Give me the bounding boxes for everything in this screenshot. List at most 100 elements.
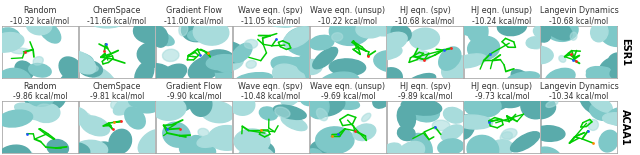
Ellipse shape: [49, 107, 61, 116]
Ellipse shape: [244, 40, 258, 49]
Ellipse shape: [326, 41, 369, 73]
Text: ChemSpace: ChemSpace: [93, 7, 141, 16]
Ellipse shape: [232, 43, 252, 62]
Ellipse shape: [590, 103, 612, 120]
Text: HJ eqn. (spv): HJ eqn. (spv): [399, 7, 451, 16]
Text: -9.73 kcal/mol: -9.73 kcal/mol: [475, 92, 529, 101]
Ellipse shape: [362, 113, 371, 122]
Ellipse shape: [366, 17, 403, 36]
Ellipse shape: [570, 32, 577, 40]
Ellipse shape: [81, 116, 109, 136]
Ellipse shape: [158, 114, 209, 144]
Ellipse shape: [206, 55, 239, 70]
Ellipse shape: [586, 69, 621, 87]
Ellipse shape: [271, 56, 307, 76]
Ellipse shape: [60, 107, 88, 125]
Ellipse shape: [397, 105, 415, 130]
Ellipse shape: [381, 143, 401, 155]
Text: Wave eqn. (spv): Wave eqn. (spv): [239, 82, 303, 91]
Ellipse shape: [238, 146, 275, 155]
Ellipse shape: [0, 28, 20, 45]
Ellipse shape: [36, 104, 54, 115]
Ellipse shape: [410, 103, 440, 122]
Ellipse shape: [36, 128, 58, 143]
Ellipse shape: [406, 44, 424, 60]
Ellipse shape: [418, 112, 431, 122]
Ellipse shape: [533, 126, 565, 141]
Ellipse shape: [90, 66, 99, 72]
Ellipse shape: [417, 119, 435, 132]
Ellipse shape: [273, 30, 293, 43]
Text: -11.00 kcal/mol: -11.00 kcal/mol: [164, 17, 223, 26]
Ellipse shape: [502, 128, 517, 139]
Ellipse shape: [374, 51, 408, 72]
Ellipse shape: [79, 113, 91, 125]
Ellipse shape: [454, 115, 475, 139]
Ellipse shape: [559, 55, 566, 62]
Ellipse shape: [188, 30, 204, 41]
Ellipse shape: [607, 108, 634, 125]
Ellipse shape: [188, 56, 222, 81]
Ellipse shape: [197, 135, 222, 147]
Ellipse shape: [151, 26, 168, 47]
Ellipse shape: [442, 56, 476, 82]
Ellipse shape: [12, 48, 29, 54]
Ellipse shape: [137, 42, 173, 67]
Ellipse shape: [317, 118, 365, 152]
Text: -9.81 kcal/mol: -9.81 kcal/mol: [90, 92, 144, 101]
Ellipse shape: [534, 25, 552, 40]
Ellipse shape: [27, 86, 55, 106]
Ellipse shape: [90, 16, 123, 28]
Ellipse shape: [201, 50, 236, 72]
Ellipse shape: [288, 134, 301, 145]
Ellipse shape: [330, 59, 365, 76]
Ellipse shape: [125, 107, 145, 129]
Ellipse shape: [526, 37, 543, 48]
Ellipse shape: [479, 92, 509, 110]
Ellipse shape: [273, 105, 306, 119]
Ellipse shape: [412, 133, 432, 155]
Ellipse shape: [39, 21, 61, 43]
Ellipse shape: [229, 94, 255, 115]
Ellipse shape: [356, 19, 385, 38]
Text: Langevin Dynamics: Langevin Dynamics: [540, 7, 618, 16]
Ellipse shape: [450, 88, 487, 111]
Ellipse shape: [193, 104, 216, 118]
Ellipse shape: [152, 97, 186, 120]
Ellipse shape: [346, 117, 365, 132]
Text: -9.89 kcal/mol: -9.89 kcal/mol: [397, 92, 452, 101]
Ellipse shape: [25, 25, 45, 39]
Ellipse shape: [467, 119, 518, 154]
Ellipse shape: [180, 34, 195, 47]
Ellipse shape: [275, 53, 294, 69]
Ellipse shape: [198, 128, 209, 137]
Ellipse shape: [353, 124, 376, 141]
Ellipse shape: [350, 55, 367, 67]
Ellipse shape: [375, 68, 403, 91]
Ellipse shape: [162, 100, 180, 117]
Ellipse shape: [193, 19, 229, 45]
Ellipse shape: [511, 70, 536, 93]
Ellipse shape: [313, 111, 328, 122]
Ellipse shape: [172, 35, 189, 49]
Ellipse shape: [121, 60, 137, 71]
Text: Wave eqn. (unsup): Wave eqn. (unsup): [310, 7, 385, 16]
Ellipse shape: [281, 115, 307, 131]
Ellipse shape: [283, 27, 312, 48]
Ellipse shape: [410, 28, 440, 49]
Ellipse shape: [182, 19, 211, 42]
Ellipse shape: [438, 47, 461, 70]
Ellipse shape: [330, 18, 370, 45]
Ellipse shape: [373, 90, 392, 108]
Text: Wave eqn. (spv): Wave eqn. (spv): [239, 7, 303, 16]
Ellipse shape: [408, 35, 447, 68]
Text: ChemSpace: ChemSpace: [93, 82, 141, 91]
Ellipse shape: [190, 92, 212, 116]
Ellipse shape: [98, 42, 143, 72]
Ellipse shape: [493, 84, 527, 108]
Ellipse shape: [285, 27, 326, 56]
Ellipse shape: [601, 26, 630, 46]
Ellipse shape: [308, 94, 345, 116]
Ellipse shape: [273, 64, 305, 88]
Ellipse shape: [313, 47, 337, 69]
